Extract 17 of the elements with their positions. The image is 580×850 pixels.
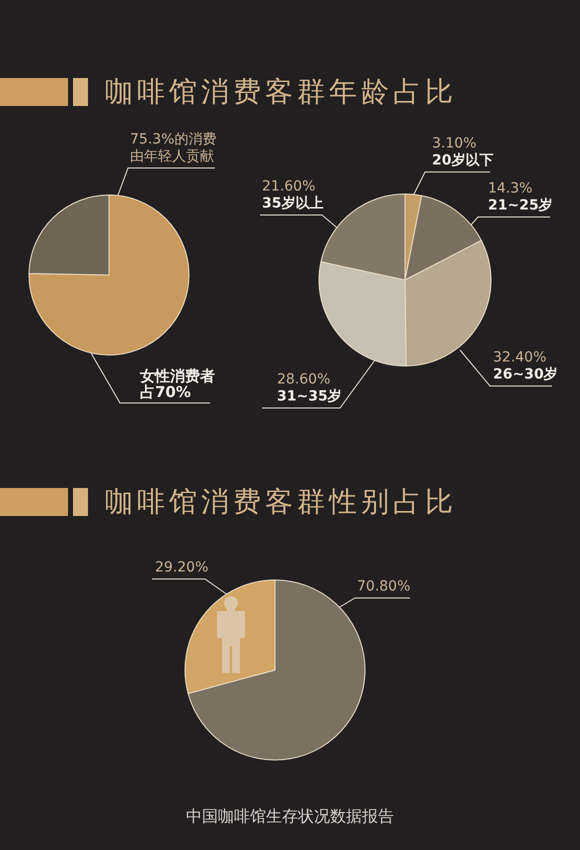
slice-label: 21~25岁 [488,198,553,214]
data-label: 75.3%的消费由年轻人贡献 [130,132,216,164]
chart-title: 咖啡馆消费客群性别占比 [105,485,457,519]
data-label: 3.10% [432,136,476,152]
data-label: 28.60% [277,372,330,388]
data-label: 32.40% [493,350,546,366]
slice-label: 26~30岁 [493,366,558,382]
text: 中国咖啡馆生存状况数据报告 [186,806,394,826]
slice-label: 20岁以下 [432,152,494,168]
data-label: 29.20% [155,560,208,576]
data-label: 70.80% [357,578,410,594]
slice-label: 31~35岁 [277,388,342,404]
data-label: 14.3% [488,180,532,196]
text: 女性消费者占70% [139,367,215,401]
data-label: 21.60% [262,178,316,194]
text: 咖啡馆消费客群年龄占比 [105,75,457,109]
slice-label: 35岁以上 [262,196,324,212]
